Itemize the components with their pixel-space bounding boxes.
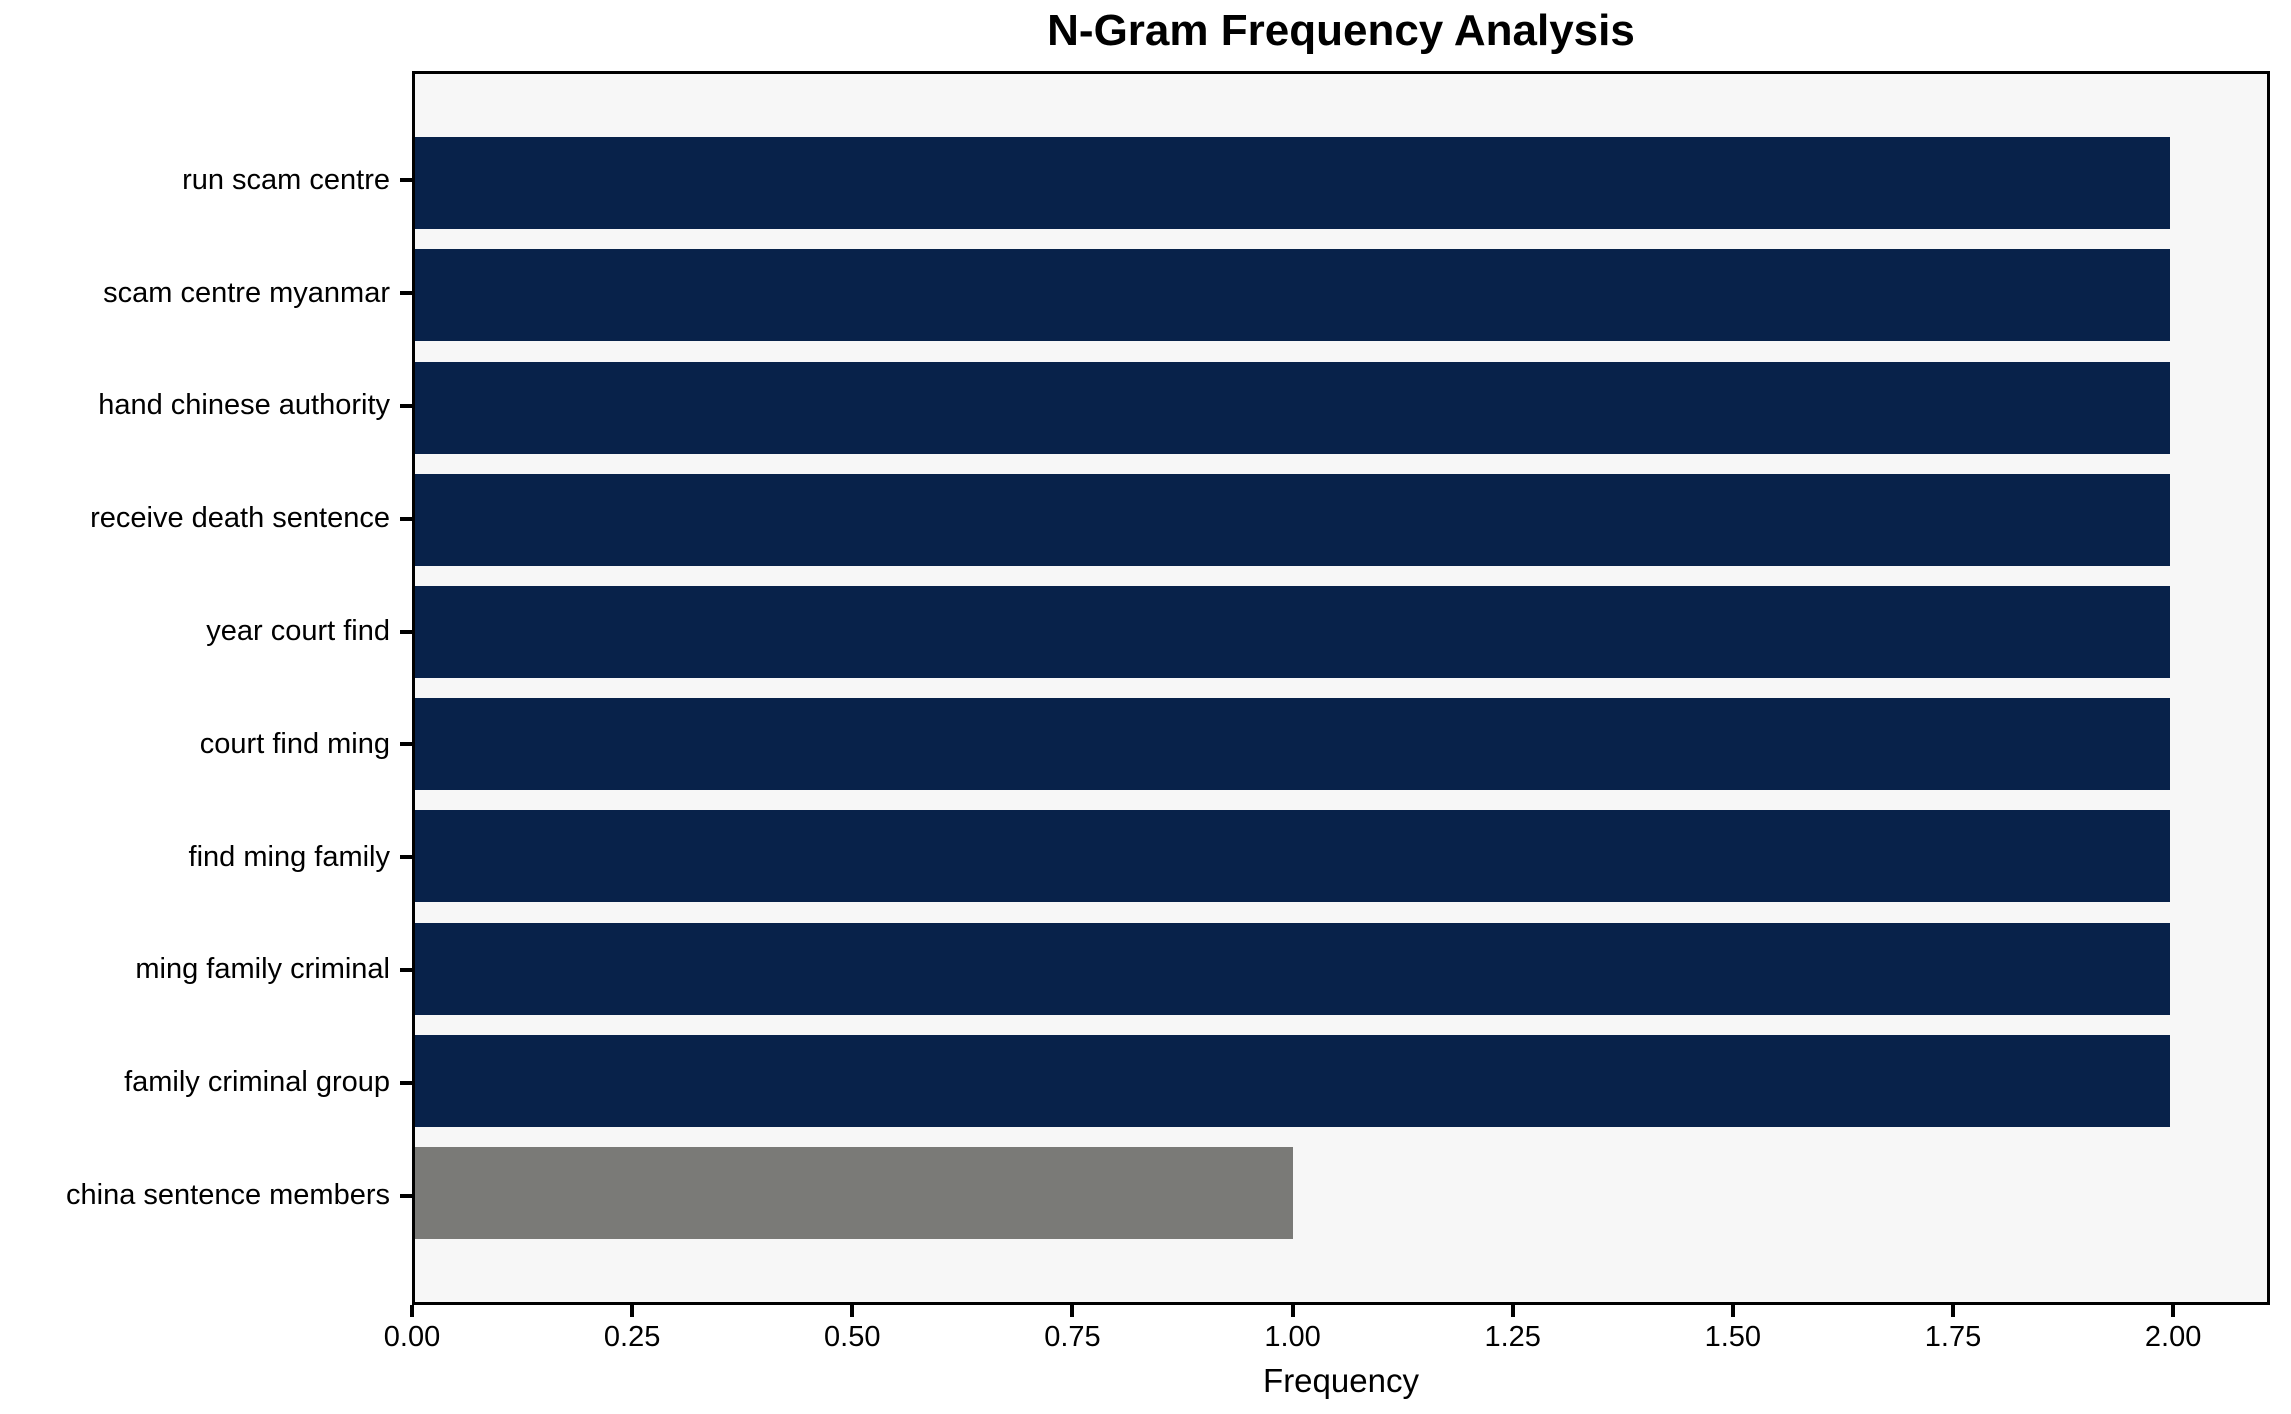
bar-row bbox=[415, 239, 2267, 351]
y-tick-label: receive death sentence bbox=[90, 502, 390, 535]
plot-area bbox=[412, 71, 2270, 1305]
y-label-row: family criminal group bbox=[0, 1026, 412, 1139]
y-label-row: hand chinese authority bbox=[0, 350, 412, 463]
y-label-row: receive death sentence bbox=[0, 462, 412, 575]
x-tick-label: 0.75 bbox=[1044, 1321, 1101, 1353]
y-tick-labels: run scam centre scam centre myanmar hand c… bbox=[0, 124, 412, 1252]
x-tick-label: 1.25 bbox=[1484, 1321, 1541, 1353]
x-tick-mark bbox=[1290, 1305, 1295, 1317]
x-tick-label: 1.00 bbox=[1264, 1321, 1321, 1353]
bar-row bbox=[415, 800, 2267, 912]
bar-row bbox=[415, 912, 2267, 1024]
bar-family-criminal-group bbox=[415, 1034, 2171, 1127]
y-tick-mark bbox=[400, 967, 412, 972]
bar-row bbox=[415, 576, 2267, 688]
x-tick-label: 0.50 bbox=[824, 1321, 881, 1353]
y-tick-label: hand chinese authority bbox=[98, 389, 390, 422]
x-tick-mark bbox=[1950, 1305, 1955, 1317]
bar-scam-centre-myanmar bbox=[415, 249, 2171, 342]
y-label-row: scam centre myanmar bbox=[0, 237, 412, 350]
y-axis: run scam centre scam centre myanmar hand c… bbox=[0, 71, 412, 1305]
y-tick-mark bbox=[400, 629, 412, 634]
y-tick-mark bbox=[400, 403, 412, 408]
bar-ming-family-criminal bbox=[415, 922, 2171, 1015]
bar-hand-chinese-authority bbox=[415, 361, 2171, 454]
x-tick-label: 1.50 bbox=[1704, 1321, 1762, 1353]
bar-row bbox=[415, 464, 2267, 576]
y-tick-mark bbox=[400, 291, 412, 296]
y-tick-mark bbox=[400, 742, 412, 747]
x-tick-mark bbox=[1070, 1305, 1075, 1317]
y-label-row: run scam centre bbox=[0, 124, 412, 237]
bar-court-find-ming bbox=[415, 698, 2171, 791]
y-tick-label: family criminal group bbox=[124, 1066, 390, 1099]
y-tick-label: run scam centre bbox=[182, 163, 390, 196]
bar-china-sentence-members bbox=[415, 1146, 1293, 1239]
bars-region bbox=[415, 127, 2267, 1249]
bar-find-ming-family bbox=[415, 810, 2171, 903]
y-tick-mark bbox=[400, 516, 412, 521]
y-tick-label: court find ming bbox=[199, 727, 390, 760]
x-tick-label: 1.75 bbox=[1924, 1321, 1982, 1353]
x-tick-mark bbox=[410, 1305, 414, 1317]
y-tick-mark bbox=[400, 178, 412, 183]
y-label-row: find ming family bbox=[0, 801, 412, 914]
bar-year-court-find bbox=[415, 585, 2171, 678]
y-tick-mark bbox=[400, 855, 412, 860]
y-tick-label: china sentence members bbox=[66, 1179, 390, 1212]
x-axis-title: Frequency bbox=[1263, 1362, 1419, 1399]
y-label-row: china sentence members bbox=[0, 1139, 412, 1252]
y-label-row: ming family criminal bbox=[0, 914, 412, 1027]
bar-row bbox=[415, 127, 2267, 239]
bar-receive-death-sentence bbox=[415, 473, 2171, 566]
y-tick-mark bbox=[400, 1080, 412, 1085]
x-tick-label: 2.00 bbox=[2144, 1321, 2202, 1353]
x-tick-mark bbox=[1510, 1305, 1515, 1317]
x-tick-label: 0.25 bbox=[603, 1321, 661, 1353]
x-tick-mark bbox=[850, 1305, 855, 1317]
y-label-row: court find ming bbox=[0, 688, 412, 801]
bar-run-scam-centre bbox=[415, 137, 2171, 230]
y-tick-mark bbox=[400, 1193, 412, 1198]
y-tick-label: scam centre myanmar bbox=[103, 276, 390, 309]
x-tick-mark bbox=[1730, 1305, 1735, 1317]
x-tick-mark bbox=[630, 1305, 635, 1317]
bar-row bbox=[415, 1025, 2267, 1137]
x-tick-mark bbox=[2171, 1305, 2176, 1317]
bar-row bbox=[415, 351, 2267, 463]
chart-title: N-Gram Frequency Analysis bbox=[1047, 6, 1635, 55]
bar-row bbox=[415, 1137, 2267, 1249]
y-tick-label: ming family criminal bbox=[135, 953, 390, 986]
y-tick-label: find ming family bbox=[188, 840, 390, 873]
x-tick-label: 0.00 bbox=[383, 1321, 441, 1353]
y-label-row: year court find bbox=[0, 575, 412, 688]
x-axis: 0.00 0.25 0.50 0.75 1.00 1.25 1.50 1.75 2.00 bbox=[384, 1305, 2270, 1375]
bar-row bbox=[415, 688, 2267, 800]
y-tick-label: year court find bbox=[206, 615, 390, 648]
